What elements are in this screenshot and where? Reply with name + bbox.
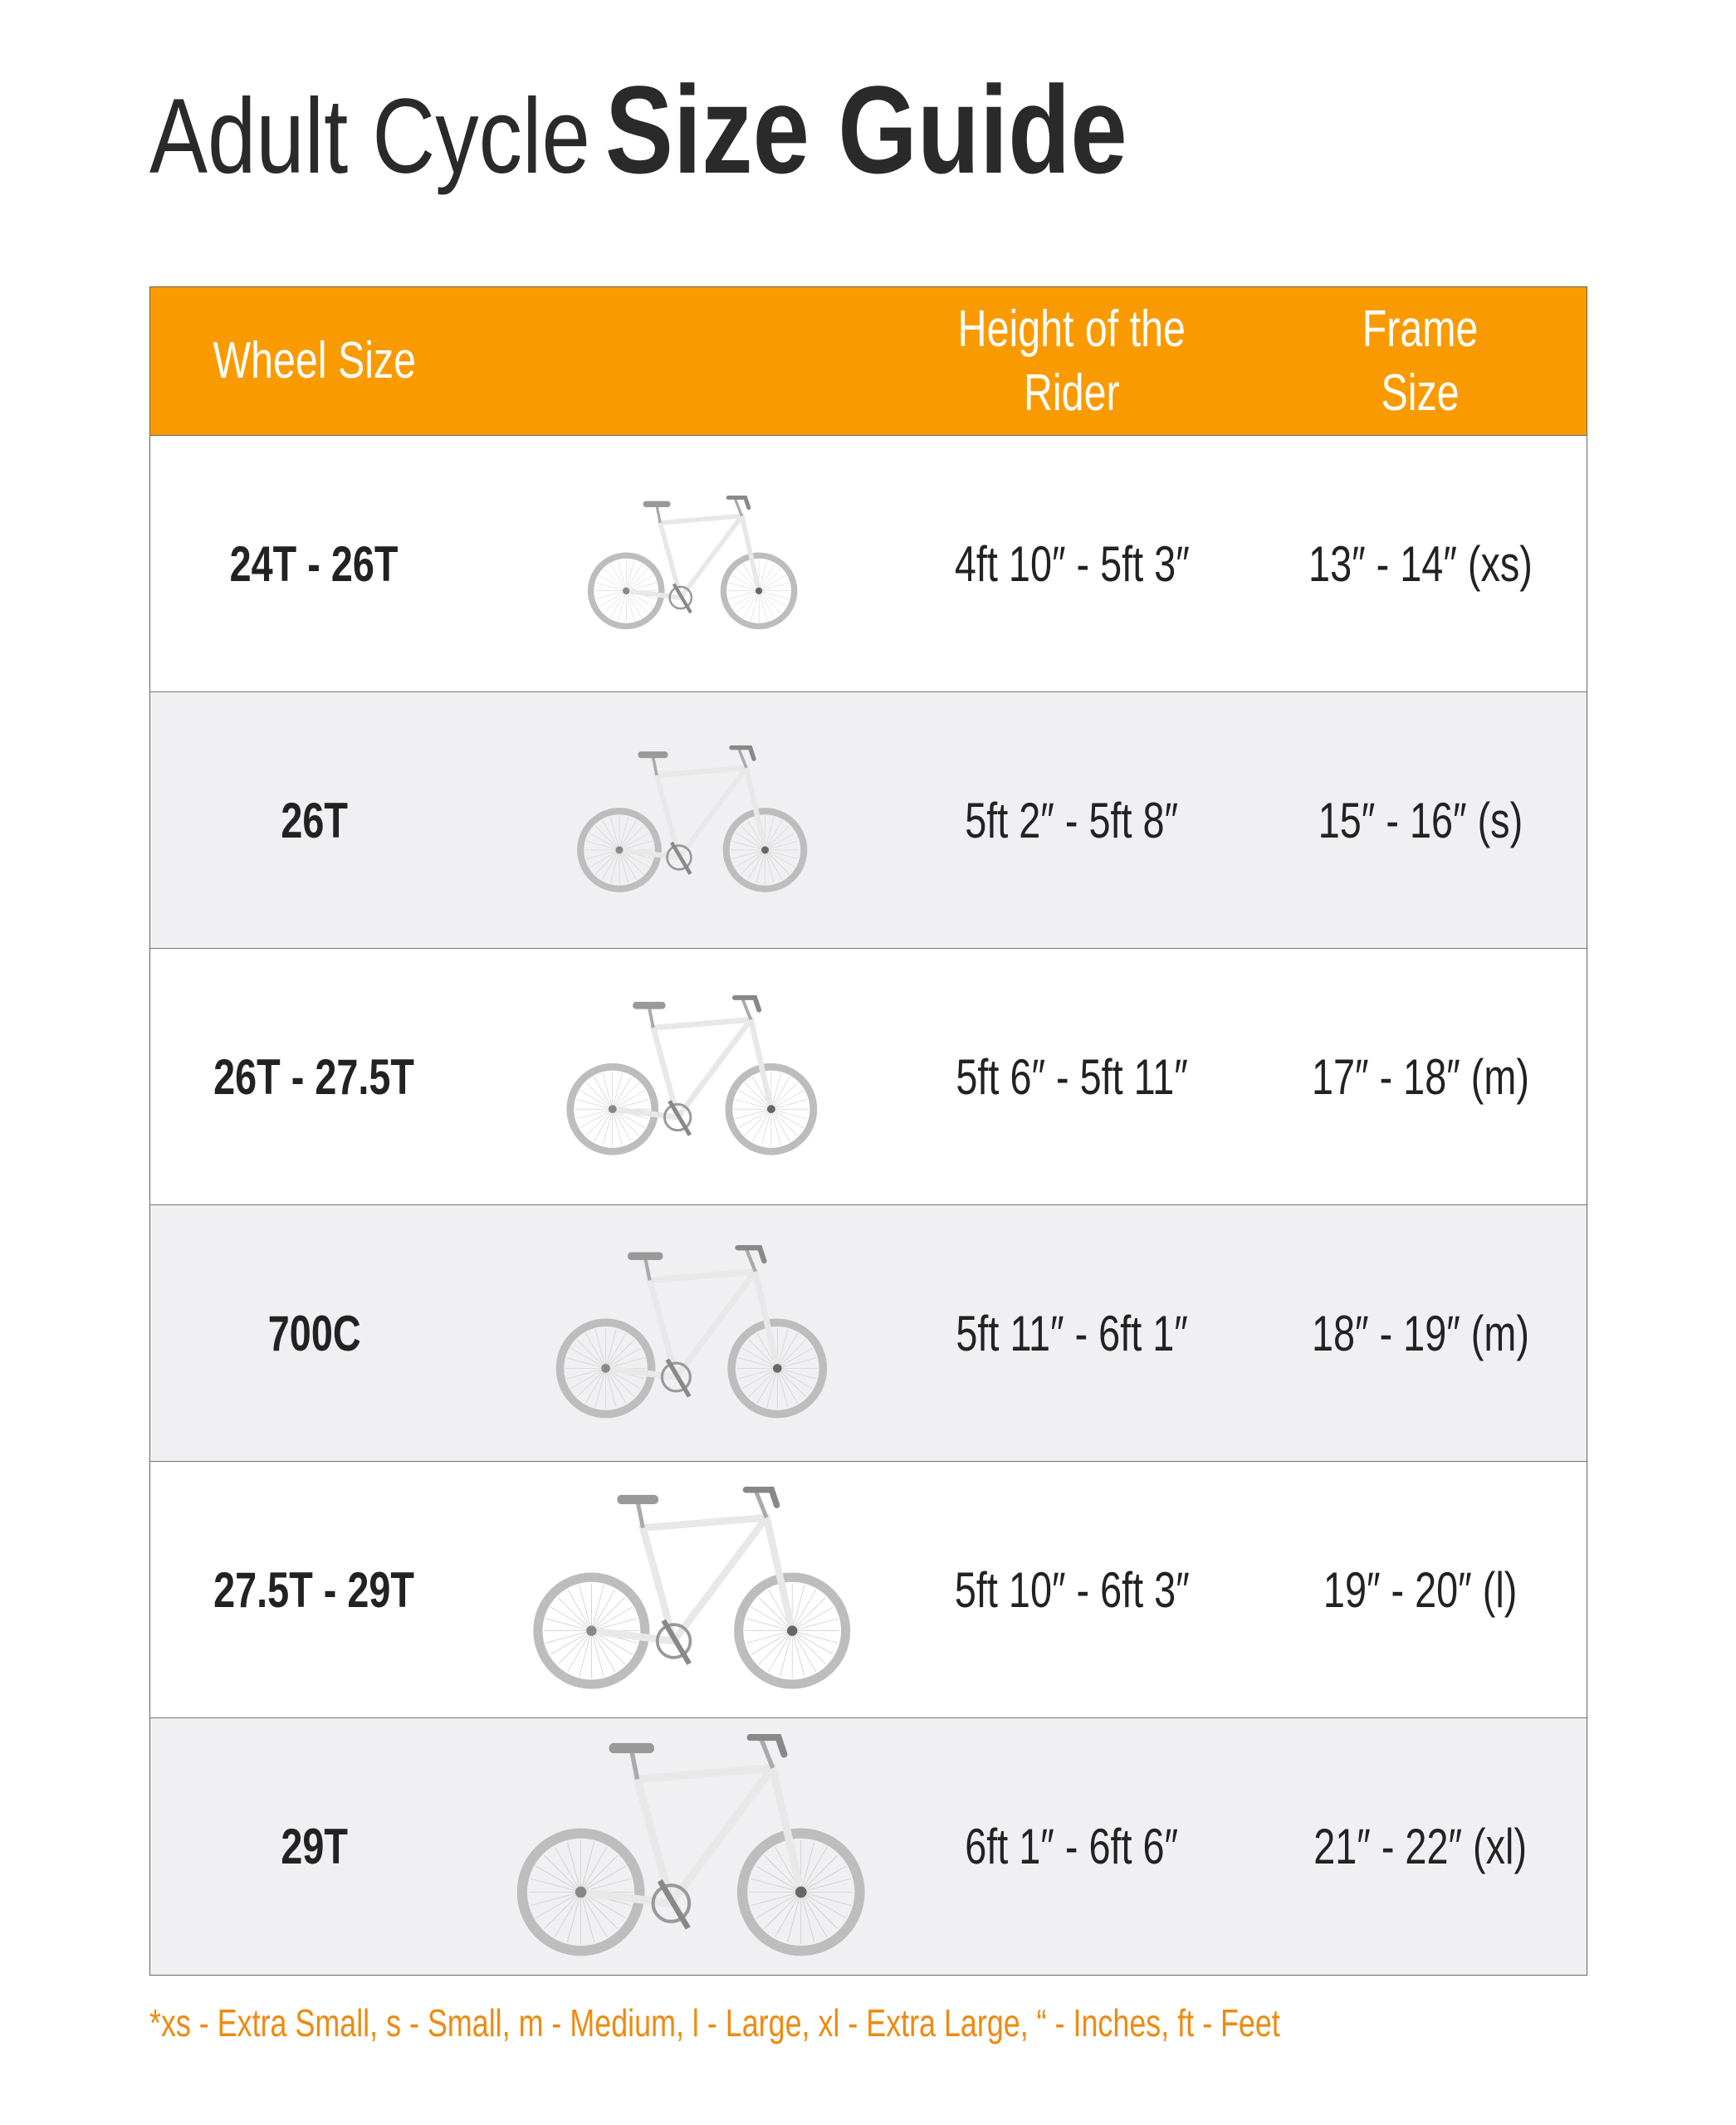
wheel-size: 29T	[281, 1819, 348, 1874]
table-row: 24T - 26T 4ft 10″ - 5ft 3″ 13″ - 14″ (xs…	[150, 436, 1587, 692]
frame-size: 21″ - 22″ (xl)	[1313, 1819, 1528, 1874]
rider-height: 5ft 10″ - 6ft 3″	[954, 1561, 1190, 1618]
rider-height: 5ft 6″ - 5ft 11″	[956, 1048, 1188, 1105]
frame-size: 13″ - 14″ (xs)	[1308, 535, 1533, 592]
rider-height: 4ft 10″ - 5ft 3″	[954, 535, 1190, 592]
frame-size: 19″ - 20″ (l)	[1323, 1561, 1518, 1618]
bicycle-image	[478, 949, 910, 1204]
frame-size: 18″ - 19″ (m)	[1311, 1305, 1529, 1361]
size-table: Wheel Size Height of the Rider Frame Size …	[149, 286, 1587, 1976]
table-row: 700C 5ft 11″ - 6ft 1″ 18″ - 19″ (m)	[150, 1205, 1587, 1462]
wheel-size: 700C	[267, 1305, 361, 1361]
table-row: 29T 6ft 1″ - 6ft 6″ 21″ - 22″ (xl)	[150, 1718, 1587, 1975]
bicycle-icon	[532, 1487, 850, 1689]
bicycle-icon	[517, 1733, 866, 1956]
wheel-size: 26T - 27.5T	[213, 1048, 415, 1105]
table-header: Wheel Size Height of the Rider Frame Size	[150, 287, 1587, 436]
wheel-size: 27.5T - 29T	[213, 1561, 415, 1618]
bicycle-icon	[577, 745, 808, 892]
rider-height: 5ft 2″ - 5ft 8″	[965, 792, 1179, 848]
bicycle-image	[478, 692, 910, 948]
wheel-size: 26T	[281, 792, 348, 848]
rider-height: 5ft 11″ - 6ft 1″	[956, 1305, 1188, 1361]
header-wheel-size: Wheel Size	[213, 332, 416, 390]
title-light: Adult Cycle	[149, 77, 590, 196]
bicycle-image	[478, 1205, 910, 1461]
title-bold: Size Guide	[604, 60, 1127, 199]
bicycle-icon	[556, 1245, 828, 1419]
table-row: 26T 5ft 2″ - 5ft 8″ 15″ - 16″ (s)	[150, 692, 1587, 949]
header-frame-size: Frame Size	[1362, 300, 1479, 423]
rider-height: 6ft 1″ - 6ft 6″	[965, 1819, 1179, 1874]
header-rider-height: Height of the Rider	[957, 300, 1186, 423]
page-title: Adult Cycle Size Guide	[149, 58, 1127, 199]
wheel-size: 24T - 26T	[230, 535, 399, 592]
table-row: 27.5T - 29T 5ft 10″ - 6ft 3″ 19″ - 20″ (…	[150, 1462, 1587, 1718]
bicycle-image	[478, 1718, 910, 1975]
table-row: 26T - 27.5T 5ft 6″ - 5ft 11″ 17″ - 18″ (…	[150, 949, 1587, 1205]
bicycle-icon	[566, 995, 818, 1155]
bicycle-image	[478, 436, 910, 691]
frame-size: 17″ - 18″ (m)	[1311, 1048, 1529, 1105]
frame-size: 15″ - 16″ (s)	[1318, 792, 1523, 848]
bicycle-icon	[587, 496, 798, 630]
bicycle-image	[478, 1462, 910, 1717]
footnote: *xs - Extra Small, s - Small, m - Medium…	[149, 2001, 1280, 2044]
